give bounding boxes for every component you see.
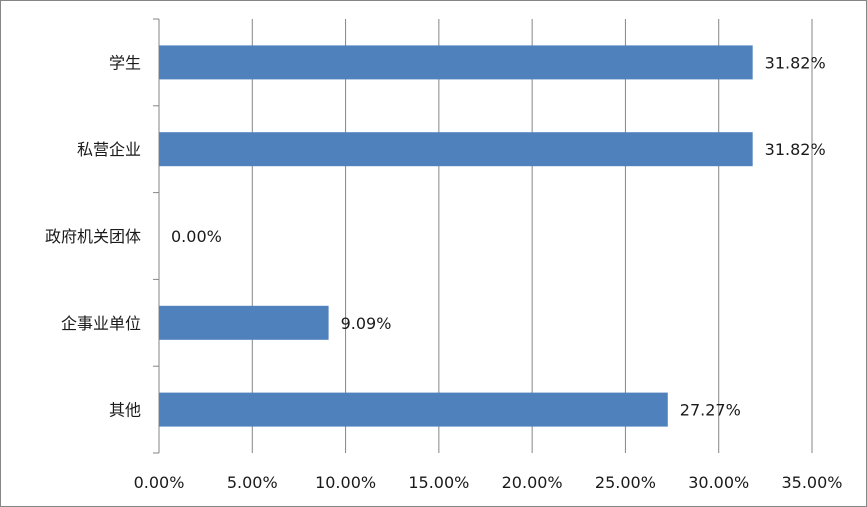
bar: [159, 305, 329, 340]
x-tick-label: 15.00%: [408, 473, 469, 492]
x-tick-label: 35.00%: [781, 473, 842, 492]
data-label: 31.82%: [765, 53, 826, 72]
bar: [159, 132, 753, 167]
category-label: 学生: [109, 53, 141, 72]
bar: [159, 392, 668, 427]
data-label: 27.27%: [680, 401, 741, 420]
x-tick-label: 20.00%: [502, 473, 563, 492]
data-label: 31.82%: [765, 140, 826, 159]
x-tick-label: 25.00%: [595, 473, 656, 492]
x-tick-label: 0.00%: [134, 473, 185, 492]
category-label: 私营企业: [77, 140, 141, 159]
x-tick-label: 10.00%: [315, 473, 376, 492]
x-tick-label: 30.00%: [688, 473, 749, 492]
data-label: 0.00%: [171, 227, 222, 246]
data-label: 9.09%: [341, 314, 392, 333]
x-tick-label: 5.00%: [227, 473, 278, 492]
category-label: 其他: [109, 401, 141, 420]
bar: [159, 45, 753, 80]
category-label: 企事业单位: [61, 314, 141, 333]
category-label: 政府机关团体: [45, 227, 141, 246]
